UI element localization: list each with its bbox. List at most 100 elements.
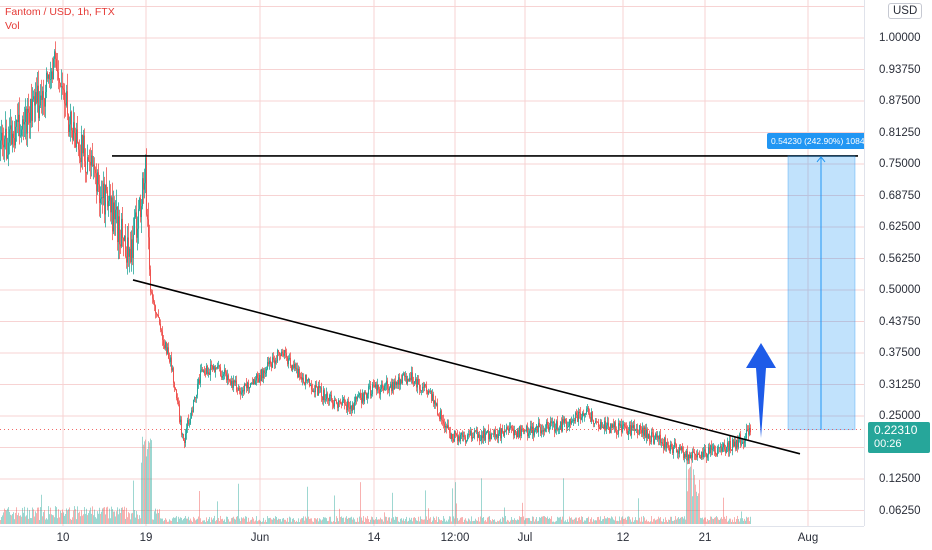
volume-bar xyxy=(604,516,605,524)
candle-body xyxy=(432,394,433,401)
candle-body xyxy=(351,405,352,411)
volume-bar xyxy=(419,521,420,524)
candle-body xyxy=(344,398,345,404)
volume-bar xyxy=(750,516,751,524)
candle-body xyxy=(159,317,160,324)
volume-bar xyxy=(709,519,710,524)
volume-bar xyxy=(223,520,224,524)
candle-body xyxy=(633,425,634,428)
candle-body xyxy=(579,411,580,413)
candle-body xyxy=(609,427,610,433)
volume-bar xyxy=(374,520,375,524)
candle-body xyxy=(625,426,626,428)
volume-bar xyxy=(624,518,625,524)
volume-bar xyxy=(183,518,184,524)
volume-label[interactable]: Vol xyxy=(5,20,20,32)
volume-bar xyxy=(55,506,56,524)
candle-body xyxy=(574,419,575,422)
volume-bar xyxy=(40,507,41,524)
volume-bar xyxy=(229,521,230,524)
candle-body xyxy=(299,368,300,377)
volume-bar xyxy=(707,519,708,524)
candle-body xyxy=(226,372,227,381)
time-axis[interactable]: 10 19 Jun 14 12:00 Jul 12 21 Aug xyxy=(0,526,864,550)
candle-body xyxy=(658,435,659,440)
candle-body xyxy=(271,363,272,368)
volume-bar xyxy=(297,521,298,524)
chart-pane[interactable]: Fantom / USD, 1h, FTX Vol 0.54230 (242.9… xyxy=(0,0,864,526)
volume-bar xyxy=(228,519,229,524)
symbol-title[interactable]: Fantom / USD, 1h, FTX xyxy=(5,6,115,18)
volume-bar xyxy=(722,518,723,524)
volume-bar xyxy=(46,518,47,524)
volume-bar xyxy=(593,519,594,524)
currency-button[interactable]: USD xyxy=(888,3,923,19)
volume-bar xyxy=(364,521,365,524)
volume-bar xyxy=(743,520,744,524)
candle-body xyxy=(383,387,384,391)
price-chart[interactable] xyxy=(0,0,864,526)
candle-body xyxy=(53,58,54,79)
volume-bar xyxy=(524,520,525,524)
volume-bar xyxy=(345,517,346,524)
candle-body xyxy=(639,425,640,435)
volume-bar xyxy=(217,501,218,524)
candle-body xyxy=(695,453,696,456)
candle-body xyxy=(184,440,185,443)
volume-bar xyxy=(123,509,124,524)
candle-body xyxy=(122,218,123,238)
volume-bar xyxy=(378,519,379,524)
volume-bar xyxy=(421,519,422,524)
volume-bar xyxy=(649,522,650,524)
volume-bar xyxy=(645,520,646,524)
candle-body xyxy=(669,447,670,452)
volume-bar xyxy=(638,498,639,524)
volume-bar xyxy=(713,519,714,524)
candle-body xyxy=(719,447,720,449)
volume-bar xyxy=(406,516,407,524)
candle-body xyxy=(181,419,182,435)
candle-body xyxy=(600,421,601,430)
volume-bar xyxy=(372,517,373,524)
price-tick-label: 0.25000 xyxy=(879,410,921,422)
volume-bar xyxy=(724,516,725,524)
volume-bar xyxy=(559,517,560,524)
candle-body xyxy=(573,419,574,421)
drawings[interactable] xyxy=(0,155,864,455)
volume-bar xyxy=(583,521,584,524)
candle-body xyxy=(366,392,367,399)
candle-body xyxy=(594,423,595,425)
candle-body xyxy=(144,183,145,190)
candle-body xyxy=(11,125,12,145)
volume-bar xyxy=(192,521,193,524)
candle-body xyxy=(653,433,654,444)
volume-bar xyxy=(359,516,360,524)
volume-bar xyxy=(706,521,707,524)
candle-body xyxy=(217,366,218,369)
volume-bar xyxy=(430,517,431,524)
volume-bar xyxy=(249,521,250,524)
candle-body xyxy=(287,357,288,365)
candle-body xyxy=(232,380,233,388)
volume-bar xyxy=(515,519,516,524)
candle-body xyxy=(735,441,736,449)
candle-body xyxy=(200,370,201,384)
volume-bar xyxy=(265,519,266,524)
candle-body xyxy=(733,439,734,447)
volume-bar xyxy=(332,522,333,524)
volume-bar xyxy=(571,517,572,524)
candle-body xyxy=(295,363,296,370)
candle-body xyxy=(10,125,11,130)
volume-bar xyxy=(520,517,521,524)
candle-body xyxy=(161,329,162,332)
volume-bar xyxy=(6,510,7,524)
candle-body xyxy=(417,379,418,388)
candle-body xyxy=(637,429,638,434)
candle-body xyxy=(539,422,540,428)
volume-bar xyxy=(388,517,389,524)
candle-body xyxy=(237,390,238,392)
volume-bar xyxy=(267,516,268,524)
volume-bar xyxy=(93,515,94,524)
candle-body xyxy=(415,378,416,382)
candle-body xyxy=(164,345,165,349)
